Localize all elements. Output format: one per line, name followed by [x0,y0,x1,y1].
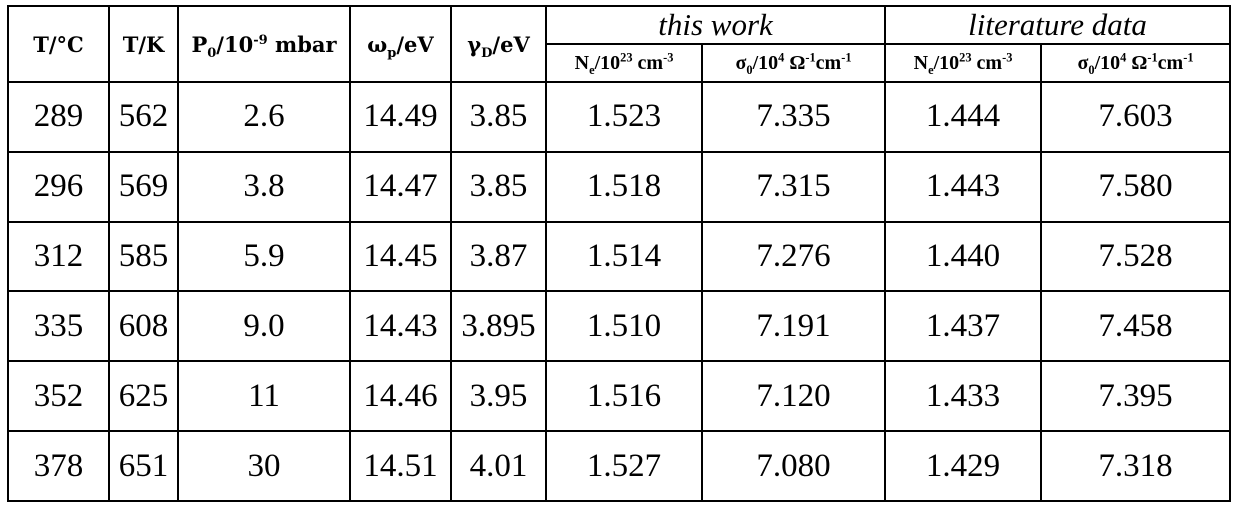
cell-omega-p: 14.46 [349,360,452,433]
cell-omega-p: 14.45 [349,220,452,293]
cell-gamma-d: 3.85 [450,81,547,153]
data-table: T/°C T/K P0/10-9 mbar ωp/eV γD/eV this w… [7,5,1232,502]
cell-omega-p: 14.51 [349,430,452,502]
cell-temp-celsius: 352 [7,360,110,433]
cell-pressure: 3.8 [177,150,351,223]
cell-sigma0-this-work: 7.120 [700,360,887,433]
cell-omega-p: 14.43 [349,290,452,363]
cell-ne-literature: 1.440 [884,220,1043,293]
cell-gamma-d: 3.895 [450,290,547,363]
cell-sigma0-literature: 7.580 [1040,150,1232,223]
cell-temp-kelvin: 625 [108,360,179,433]
cell-ne-this-work: 1.514 [545,220,703,293]
header-pressure: P0/10-9 mbar [177,5,351,83]
header-omega-p: ωp/eV [349,5,452,83]
cell-pressure: 11 [177,360,351,433]
cell-ne-this-work: 1.527 [545,430,703,502]
cell-sigma0-literature: 7.458 [1040,290,1232,363]
subheader-ne-this-work: Ne/1023 cm-3 [545,43,703,83]
cell-ne-literature: 1.437 [884,290,1043,363]
cell-temp-celsius: 312 [7,220,110,293]
table-row: 289 562 2.6 14.49 3.85 1.523 7.335 1.444… [7,81,1232,153]
cell-temp-kelvin: 569 [108,150,179,223]
group-header-literature-data: literature data [884,5,1232,45]
cell-sigma0-literature: 7.318 [1040,430,1232,502]
cell-gamma-d: 3.85 [450,150,547,223]
cell-sigma0-literature: 7.528 [1040,220,1232,293]
table-row: 335 608 9.0 14.43 3.895 1.510 7.191 1.43… [7,290,1232,363]
cell-gamma-d: 3.87 [450,220,547,293]
cell-sigma0-this-work: 7.276 [700,220,887,293]
cell-ne-this-work: 1.523 [545,81,703,153]
cell-ne-this-work: 1.518 [545,150,703,223]
cell-gamma-d: 4.01 [450,430,547,502]
cell-ne-this-work: 1.510 [545,290,703,363]
cell-sigma0-this-work: 7.191 [700,290,887,363]
subheader-ne-literature: Ne/1023 cm-3 [884,43,1043,83]
cell-sigma0-this-work: 7.335 [700,81,887,153]
table-row: 352 625 11 14.46 3.95 1.516 7.120 1.433 … [7,360,1232,433]
cell-temp-celsius: 378 [7,430,110,502]
cell-ne-literature: 1.429 [884,430,1043,502]
cell-ne-this-work: 1.516 [545,360,703,433]
cell-pressure: 5.9 [177,220,351,293]
cell-temp-celsius: 296 [7,150,110,223]
cell-ne-literature: 1.443 [884,150,1043,223]
cell-ne-literature: 1.444 [884,81,1043,153]
cell-temp-kelvin: 608 [108,290,179,363]
subheader-sigma0-this-work: σ0/104 Ω-1cm-1 [700,43,887,83]
cell-sigma0-literature: 7.603 [1040,81,1232,153]
cell-sigma0-this-work: 7.315 [700,150,887,223]
cell-pressure: 2.6 [177,81,351,153]
table-row: 378 651 30 14.51 4.01 1.527 7.080 1.429 … [7,430,1232,502]
cell-pressure: 30 [177,430,351,502]
cell-omega-p: 14.49 [349,81,452,153]
table-row: 296 569 3.8 14.47 3.85 1.518 7.315 1.443… [7,150,1232,223]
cell-pressure: 9.0 [177,290,351,363]
table-row: 312 585 5.9 14.45 3.87 1.514 7.276 1.440… [7,220,1232,293]
cell-temp-celsius: 335 [7,290,110,363]
cell-temp-kelvin: 562 [108,81,179,153]
cell-ne-literature: 1.433 [884,360,1043,433]
cell-temp-kelvin: 651 [108,430,179,502]
group-header-this-work: this work [544,5,887,45]
header-temp-celsius: T/°C [7,5,110,83]
cell-gamma-d: 3.95 [450,360,547,433]
cell-sigma0-this-work: 7.080 [700,430,887,502]
cell-sigma0-literature: 7.395 [1040,360,1232,433]
cell-omega-p: 14.47 [349,150,452,223]
header-temp-kelvin: T/K [108,5,179,83]
cell-temp-celsius: 289 [7,81,110,153]
cell-temp-kelvin: 585 [108,220,179,293]
header-gamma-d: γD/eV [450,5,547,83]
subheader-sigma0-literature: σ0/104 Ω-1cm-1 [1040,43,1232,83]
